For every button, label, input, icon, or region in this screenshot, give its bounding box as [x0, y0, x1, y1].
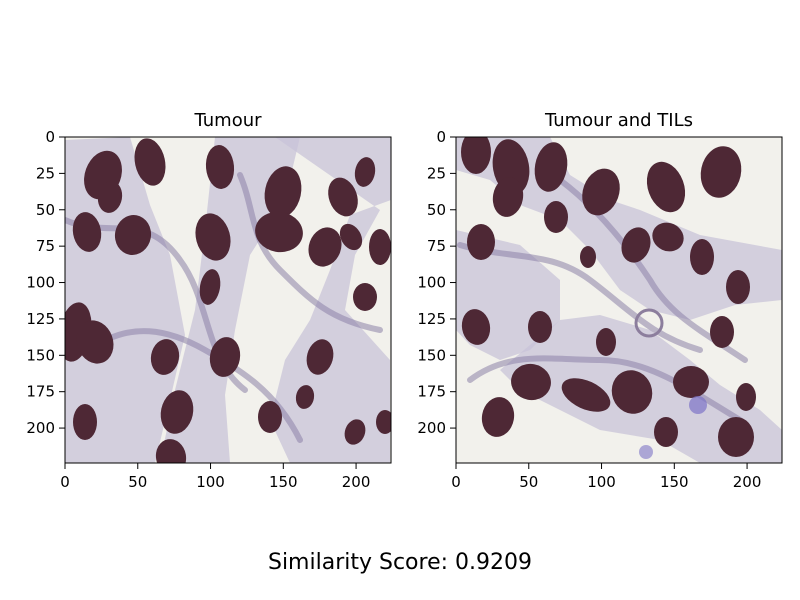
cell-nucleus [690, 239, 714, 275]
axis-ticks-tumour: 0 50 100 150 200 0 25 50 75 100 125 150 175 200 [26, 128, 370, 491]
cell-nucleus [461, 137, 491, 174]
y-tick-label: 75 [36, 237, 55, 255]
y-tick-label: 100 [417, 274, 446, 292]
cell-nucleus [580, 246, 596, 268]
cell-nucleus [611, 370, 653, 414]
cell-nucleus [150, 339, 180, 375]
ring-structure [634, 308, 664, 338]
cell-nucleus [258, 401, 282, 433]
cell-nucleus [205, 145, 235, 189]
cell-nucleus [481, 397, 515, 437]
y-tick-label: 25 [36, 164, 55, 182]
y-tick-label: 200 [417, 419, 446, 437]
cell-nucleus [295, 385, 315, 409]
y-tick-label: 100 [26, 274, 55, 292]
cell-nucleus [544, 201, 568, 233]
stroma-fiber [457, 242, 703, 353]
y-tick-label: 25 [427, 164, 446, 182]
cell-nucleus [369, 229, 391, 265]
cell-nucleus [718, 417, 754, 457]
cell-nucleus [114, 215, 152, 255]
cell-nucleus [621, 227, 651, 263]
cell-nucleus [72, 212, 102, 252]
panel-tumour-and-tils: Tumour and TILs 0 50 100 150 200 0 25 50 75 100 12… [417, 110, 783, 491]
cell-nucleus [726, 270, 750, 304]
cell-nucleus [700, 146, 742, 198]
y-tick-label: 50 [427, 201, 446, 219]
y-tick-label: 150 [417, 346, 446, 364]
y-tick-label: 125 [417, 310, 446, 328]
axes-frame-tumour [64, 136, 392, 464]
cell-nucleus [255, 211, 303, 253]
y-tick-label: 175 [417, 383, 446, 401]
y-tick-label: 200 [26, 419, 55, 437]
cell-nucleus [353, 283, 377, 311]
cell-nucleus [76, 320, 114, 364]
x-tick-label: 200 [733, 473, 762, 491]
cell-nucleus [134, 138, 166, 186]
cell-nucleus [646, 161, 686, 213]
x-tick-label: 0 [451, 473, 461, 491]
x-tick-label: 100 [196, 473, 225, 491]
x-tick-label: 200 [342, 473, 371, 491]
cell-nucleus [97, 181, 123, 213]
cell-nucleus [654, 417, 678, 447]
cell-nucleus [328, 177, 358, 217]
x-tick-label: 150 [660, 473, 689, 491]
cell-nucleus [308, 227, 342, 267]
x-tick-label: 50 [128, 473, 147, 491]
cell-nucleus [736, 383, 756, 411]
cell-nucleus [339, 223, 363, 251]
cell-nucleus [492, 177, 524, 217]
cell-nucleus [673, 366, 709, 398]
cell-nucleus [528, 311, 552, 343]
cell-nucleus [160, 390, 194, 434]
blue-spot [689, 396, 707, 414]
axis-ticks-tumour-and-tils: 0 50 100 150 200 0 25 50 75 100 125 150 175 200 [417, 128, 761, 491]
cell-nucleus [561, 378, 611, 412]
x-tick-label: 50 [519, 473, 538, 491]
y-tick-label: 150 [26, 346, 55, 364]
cell-nucleus [710, 316, 734, 348]
cell-nucleus [354, 157, 376, 187]
cell-nucleus [199, 269, 221, 305]
cell-nucleus [155, 439, 187, 463]
cell-nucleus [73, 404, 97, 440]
stroma-region [270, 137, 391, 463]
x-tick-label: 0 [60, 473, 70, 491]
y-tick-label: 125 [26, 310, 55, 328]
tumour-histology-image [65, 137, 391, 463]
blue-spot [639, 445, 653, 459]
cell-nucleus [461, 309, 491, 345]
axes-frame-tumour-and-tils [455, 136, 783, 464]
cell-nucleus [264, 166, 302, 218]
stroma-fiber [87, 328, 303, 443]
x-tick-label: 150 [269, 473, 298, 491]
panel-tumour: Tumour 0 50 100 150 200 0 25 50 75 100 125 150 175 20… [26, 110, 392, 491]
cell-nucleus [344, 419, 366, 445]
x-tick-label: 100 [587, 473, 616, 491]
stroma-fiber [237, 172, 383, 333]
cell-nucleus [511, 363, 551, 401]
similarity-score-text: Similarity Score: 0.9209 [268, 550, 532, 575]
y-tick-label: 0 [436, 128, 446, 146]
y-tick-label: 175 [26, 383, 55, 401]
tumour-and-tils-histology-image [456, 137, 782, 463]
cell-nucleus [467, 224, 495, 260]
cell-nucleus [596, 328, 616, 356]
cell-nucleus [534, 142, 568, 192]
panel-title-tumour-and-tils: Tumour and TILs [544, 110, 693, 131]
cell-nucleus [376, 410, 391, 434]
cell-nucleus [209, 337, 241, 377]
y-tick-label: 0 [45, 128, 55, 146]
cell-nucleus [306, 339, 334, 375]
cell-nucleus [652, 222, 684, 252]
cell-nucleus [195, 213, 231, 261]
cell-nucleus [582, 168, 620, 216]
y-tick-label: 50 [36, 201, 55, 219]
y-tick-label: 75 [427, 237, 446, 255]
panel-title-tumour: Tumour [193, 110, 262, 131]
